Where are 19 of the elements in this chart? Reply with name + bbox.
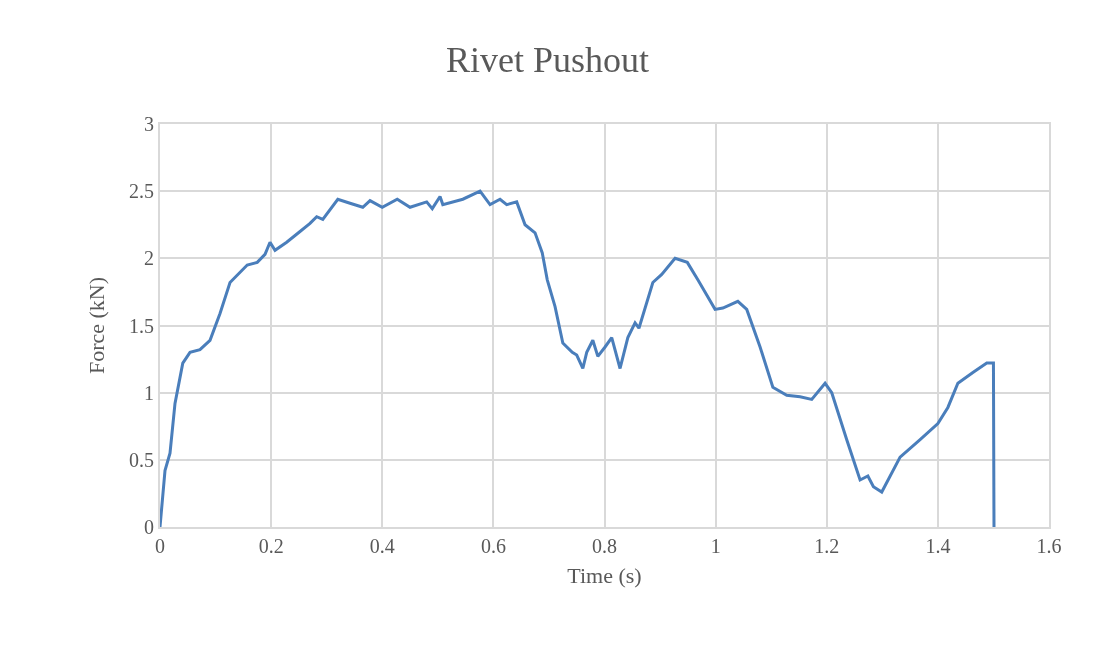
x-tick-label: 1.6	[1036, 535, 1062, 557]
y-tick-label: 2.5	[129, 180, 154, 203]
chart-title: Rivet Pushout	[445, 39, 650, 80]
y-tick-label: 0.5	[129, 448, 154, 471]
x-tick-label: 0.2	[258, 535, 284, 557]
x-tick-label: 1	[710, 535, 721, 557]
line-series	[160, 189, 996, 527]
x-tick-label: 1.2	[814, 535, 840, 557]
x-axis-title: Time (s)	[567, 563, 642, 589]
y-axis-title: Force (kN)	[84, 276, 110, 375]
y-tick-label: 0	[144, 516, 154, 538]
y-tick-label: 3	[144, 113, 154, 135]
y-tick-label: 2	[144, 247, 154, 270]
x-tick-label: 0.4	[369, 535, 395, 557]
x-tick-label: 1.4	[925, 535, 951, 557]
y-tick-label: 1.5	[129, 314, 154, 337]
x-tick-label: 0.6	[480, 535, 506, 557]
y-tick-label: 1	[144, 381, 154, 404]
x-tick-label: 0.8	[592, 535, 617, 557]
